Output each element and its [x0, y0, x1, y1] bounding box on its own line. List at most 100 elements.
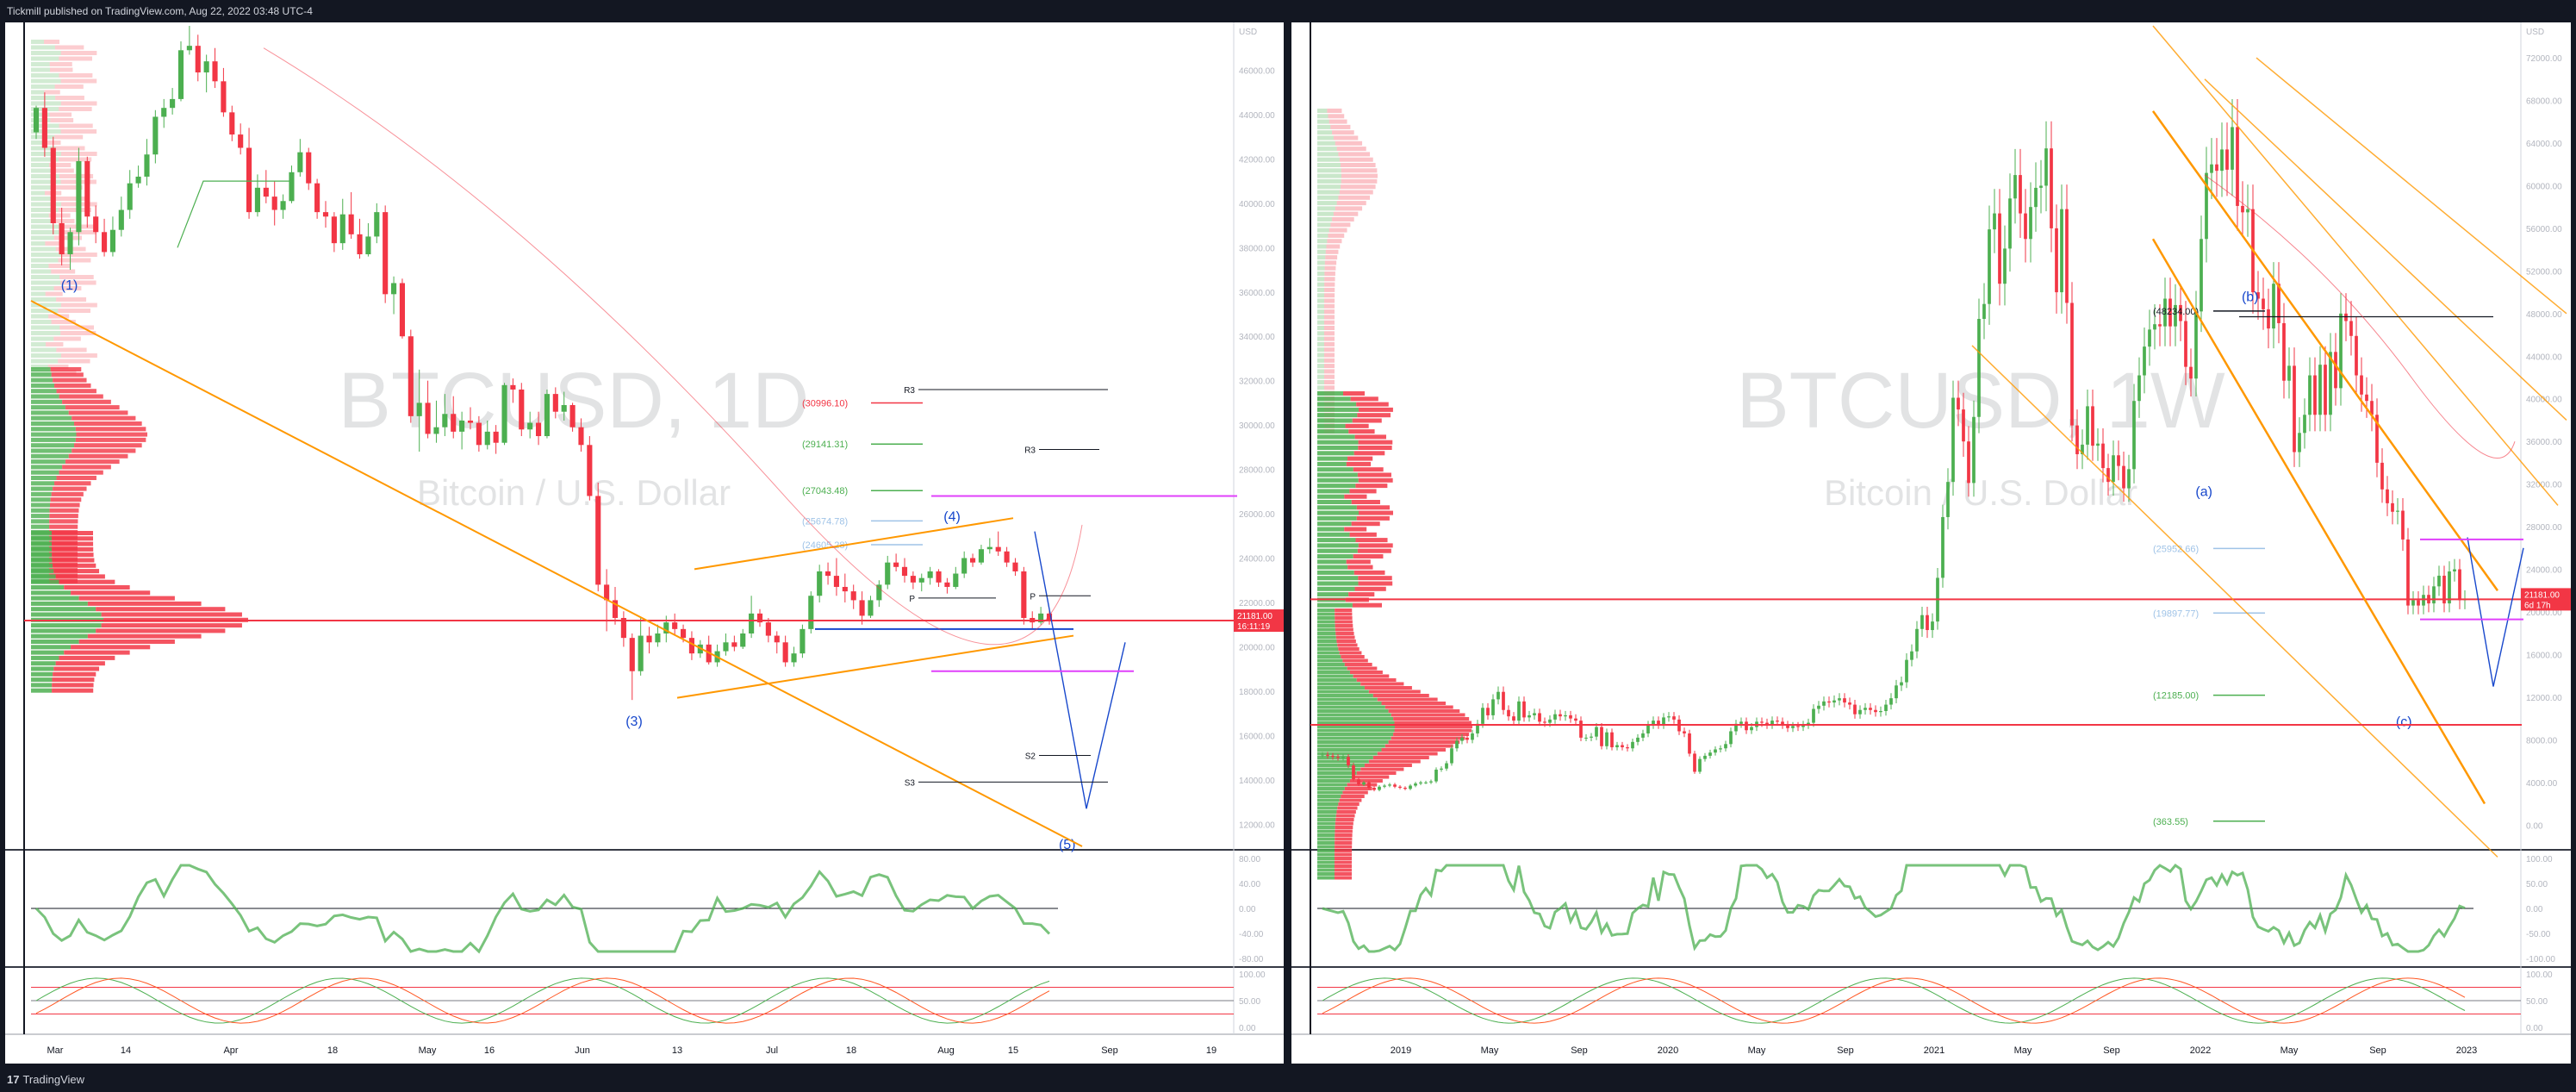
volume-profile-bar — [101, 623, 242, 628]
volume-profile-bar — [31, 378, 53, 383]
candle-body — [910, 576, 916, 583]
time-tick-label: Sep — [1837, 1045, 1854, 1056]
candle-body — [476, 422, 482, 446]
volume-profile-bar — [31, 671, 53, 677]
candle-body — [2148, 329, 2151, 347]
pitchfork-line — [2204, 78, 2567, 421]
price-tick-label: 28000.00 — [2526, 523, 2562, 533]
pitchfork-line — [2256, 57, 2567, 315]
volume-profile-bar — [1317, 233, 1328, 238]
volume-profile-bar — [1317, 616, 1335, 620]
volume-profile-bar — [53, 671, 96, 677]
volume-profile-bar — [1335, 860, 1353, 864]
volume-profile-bar — [1324, 336, 1335, 341]
volume-profile-bar — [1351, 521, 1380, 527]
candle-body — [2355, 335, 2358, 376]
volume-profile-bar — [1360, 767, 1404, 771]
watermark-description: Bitcoin / U.S. Dollar — [417, 472, 731, 513]
momentum-oscillator-line — [1322, 863, 2466, 953]
volume-profile-bar — [1317, 775, 1353, 779]
volume-profile-bar — [1317, 456, 1348, 461]
daily-chart[interactable]: BTCUSD, 1D Bitcoin / U.S. Dollar USD 46000.… — [5, 22, 1284, 1064]
volume-profile-bar — [49, 163, 72, 167]
price-tag-countdown: 16:11:19 — [1237, 622, 1271, 632]
chart-pane-daily[interactable]: BTCUSD, 1D Bitcoin / U.S. Dollar USD 46000.… — [5, 22, 1284, 1064]
price-tick-label: 42000.00 — [1239, 155, 1275, 165]
candle-body — [2293, 365, 2296, 452]
volume-profile-bar — [1335, 845, 1353, 849]
volume-profile-bar — [60, 253, 97, 257]
candle-body — [41, 108, 47, 148]
volume-profile-bar — [1317, 868, 1335, 872]
volume-profile-bar — [1317, 694, 1373, 697]
volume-profile-bar — [1317, 627, 1335, 632]
candle-body — [1341, 757, 1345, 758]
oscillator-tick-label: 0.00 — [1239, 1024, 1256, 1033]
time-tick-label: 2020 — [1658, 1045, 1678, 1056]
candle-body — [1967, 441, 1970, 484]
price-tick-label: 4000.00 — [2526, 779, 2558, 789]
volume-profile-bar — [31, 552, 53, 558]
footer-brand[interactable]: TradingView — [22, 1073, 85, 1086]
oscillator-tick-label: 100.00 — [1239, 970, 1266, 980]
volume-profile-bar — [31, 633, 88, 639]
oscillator-tick-label: 0.00 — [1239, 905, 1256, 914]
volume-profile-bar — [1336, 640, 1356, 643]
volume-profile-bar — [1317, 876, 1335, 880]
candle-body — [59, 222, 65, 255]
volume-profile-bar — [48, 213, 71, 218]
price-tick-label: 34000.00 — [1239, 333, 1275, 342]
candle-body — [2205, 172, 2208, 240]
volume-profile-bar — [60, 353, 97, 358]
volume-profile-bar — [1317, 402, 1357, 407]
oscillator-tick-label: 0.00 — [2526, 1024, 2543, 1033]
candle-body — [672, 622, 678, 629]
volume-profile-bar — [1317, 391, 1343, 396]
candle-body — [1781, 721, 1784, 726]
volume-profile-bar — [31, 536, 53, 541]
price-tick-label: 30000.00 — [1239, 421, 1275, 431]
volume-profile-bar — [1317, 845, 1335, 849]
volume-profile-bar — [1327, 109, 1342, 113]
elliott-wave-label: (b) — [2242, 290, 2259, 304]
volume-profile-bar — [1338, 802, 1360, 806]
candle-body — [817, 571, 823, 596]
time-tick-label: May — [2280, 1045, 2299, 1056]
candle-body — [1336, 757, 1340, 758]
volume-profile-bar — [53, 336, 81, 341]
candle-body — [2143, 346, 2146, 376]
volume-profile-bar — [1335, 826, 1353, 829]
volume-profile-bar — [1317, 678, 1357, 682]
volume-profile-bar — [1317, 527, 1345, 532]
volume-profile-bar — [1317, 407, 1359, 412]
volume-profile-bar — [1317, 429, 1349, 434]
candle-body — [2034, 187, 2038, 208]
candle-body — [1791, 726, 1795, 728]
volume-profile-bar — [31, 163, 50, 167]
candle-body — [1812, 708, 1815, 723]
volume-profile-bar — [31, 569, 54, 574]
watermark-symbol: BTCUSD, 1W — [1736, 357, 2225, 445]
candle-body — [1595, 727, 1598, 737]
volume-profile-bar — [1391, 736, 1465, 740]
volume-profile-bar — [1317, 697, 1378, 702]
candle-body — [986, 546, 992, 550]
chart-pane-weekly[interactable]: BTCUSD, 1W Bitcoin / U.S. Dollar USD 72000.… — [1291, 22, 2571, 1064]
candle-body — [1672, 716, 1676, 720]
candle-body — [2044, 148, 2048, 186]
candle-body — [2339, 313, 2343, 389]
volume-profile-bar — [1317, 857, 1335, 860]
pivot-label: P — [1030, 592, 1036, 602]
candle-body — [620, 617, 626, 639]
candle-body — [1579, 721, 1583, 738]
price-tick-label: 40000.00 — [1239, 200, 1275, 209]
stochastic-d-line — [1322, 977, 2466, 1024]
weekly-chart[interactable]: BTCUSD, 1W Bitcoin / U.S. Dollar USD 72000.… — [1291, 22, 2571, 1064]
candle-body — [595, 496, 601, 585]
candle-body — [1698, 758, 1702, 772]
candle-body — [2256, 292, 2260, 299]
candle-body — [2106, 468, 2110, 483]
volume-profile-bar — [1317, 643, 1338, 647]
volume-profile-bar — [1317, 293, 1325, 298]
volume-profile-bar — [1317, 647, 1339, 651]
